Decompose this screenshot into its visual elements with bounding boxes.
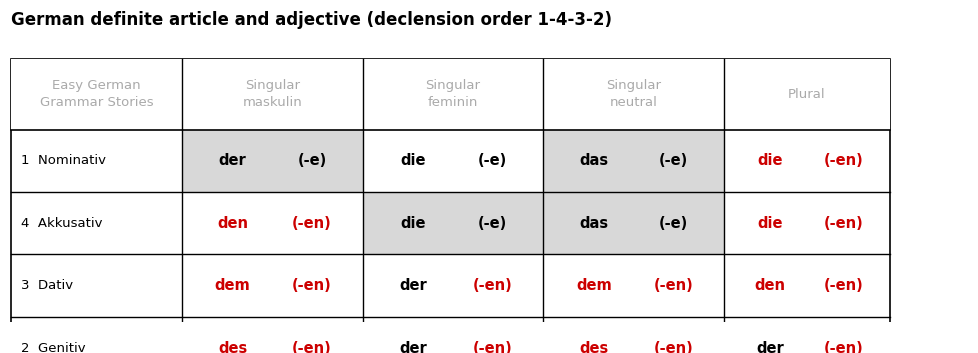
Text: der: der — [218, 153, 246, 168]
Text: (-en): (-en) — [291, 278, 332, 293]
Text: den: den — [217, 216, 247, 231]
Text: das: das — [579, 153, 607, 168]
Text: Easy German
Grammar Stories: Easy German Grammar Stories — [40, 79, 154, 109]
Text: (-en): (-en) — [472, 341, 511, 353]
Text: (-e): (-e) — [297, 153, 327, 168]
Text: (-en): (-en) — [822, 278, 863, 293]
Text: Singular
neutral: Singular neutral — [605, 79, 660, 109]
Text: (-e): (-e) — [658, 216, 688, 231]
Text: der: der — [399, 278, 426, 293]
Text: Plural: Plural — [787, 88, 824, 101]
Text: (-e): (-e) — [477, 216, 507, 231]
Text: der: der — [756, 341, 783, 353]
Text: den: den — [754, 278, 785, 293]
Text: 4  Akkusativ: 4 Akkusativ — [21, 217, 103, 230]
Text: Singular
feminin: Singular feminin — [425, 79, 480, 109]
Text: dem: dem — [214, 278, 250, 293]
Text: die: die — [757, 216, 782, 231]
Text: (-en): (-en) — [822, 153, 863, 168]
Text: German definite article and adjective (declension order 1-4-3-2): German definite article and adjective (d… — [11, 11, 611, 29]
Text: der: der — [399, 341, 426, 353]
Text: (-en): (-en) — [652, 278, 692, 293]
Text: (-en): (-en) — [652, 341, 692, 353]
Text: (-en): (-en) — [472, 278, 511, 293]
Text: 1  Nominativ: 1 Nominativ — [21, 154, 106, 167]
Text: (-en): (-en) — [291, 341, 332, 353]
Text: des: des — [579, 341, 607, 353]
Text: die: die — [400, 153, 425, 168]
Text: (-en): (-en) — [822, 216, 863, 231]
Text: (-e): (-e) — [477, 153, 507, 168]
Text: Singular
maskulin: Singular maskulin — [243, 79, 302, 109]
Text: 3  Dativ: 3 Dativ — [21, 279, 73, 292]
Text: des: des — [218, 341, 246, 353]
Text: die: die — [400, 216, 425, 231]
Text: das: das — [579, 216, 607, 231]
Text: die: die — [757, 153, 782, 168]
Text: (-e): (-e) — [658, 153, 688, 168]
Text: dem: dem — [575, 278, 611, 293]
Text: 2  Genitiv: 2 Genitiv — [21, 342, 85, 353]
Text: (-en): (-en) — [822, 341, 863, 353]
Text: (-en): (-en) — [291, 216, 332, 231]
